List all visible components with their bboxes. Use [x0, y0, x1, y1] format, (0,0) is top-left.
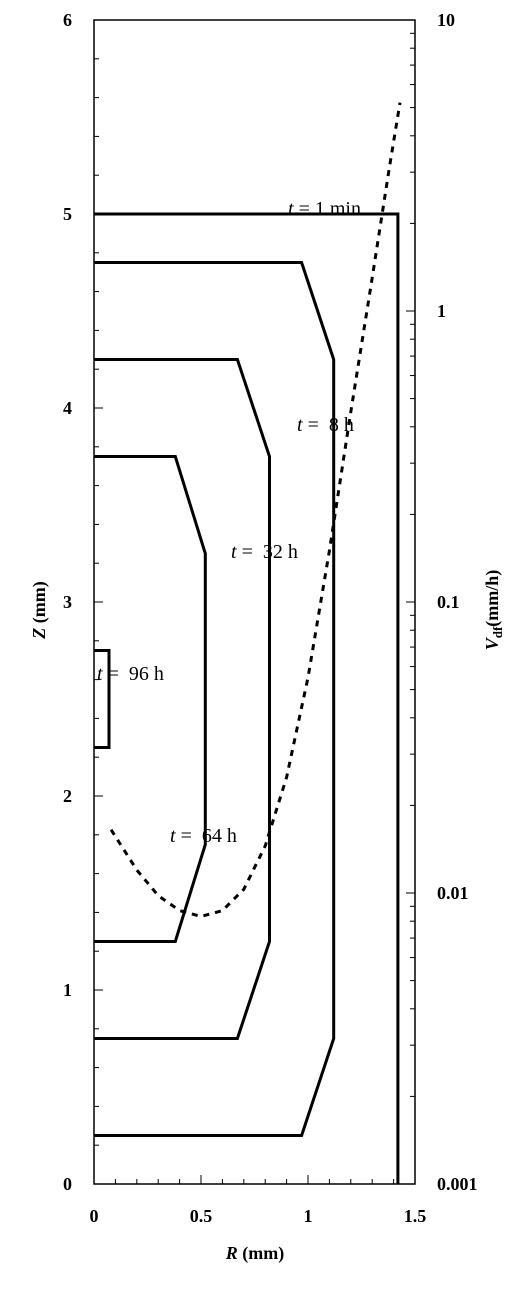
contour-label-32h: t = 32 h — [231, 541, 298, 563]
y2-tick-label: 0.1 — [437, 592, 460, 612]
y-tick-label: 3 — [63, 592, 72, 612]
x-tick-label: 0 — [90, 1206, 99, 1226]
y-tick-label: 5 — [63, 204, 72, 224]
vdf-curve — [109, 102, 402, 919]
contour-label-64h: t = 64 h — [170, 825, 237, 847]
y-tick-label: 4 — [63, 398, 72, 418]
contour-64h — [94, 455, 207, 943]
contour-1min — [94, 212, 400, 1184]
y-tick-label: 2 — [63, 786, 72, 806]
contour-label-96h: t = 96 h — [97, 663, 164, 685]
y-tick-label: 6 — [63, 10, 72, 30]
contour-96h — [94, 649, 111, 749]
tick-labels: 0 1 2 3 4 5 6 0 0.5 1 1.5 0.001 0.01 0.1 1 10 — [63, 10, 478, 1226]
axis-ticks — [93, 19, 416, 1185]
y2-tick-label: 0.001 — [437, 1174, 478, 1194]
contour-32h — [94, 358, 271, 1040]
contour-label-8h: t = 8 h — [297, 414, 354, 436]
contour-lines — [94, 212, 400, 1184]
y2-tick-label: 1 — [437, 301, 446, 321]
y2-tick-label: 10 — [437, 10, 455, 30]
x-axis-title: R (mm) — [225, 1243, 285, 1264]
y-tick-label: 1 — [63, 980, 72, 1000]
y2-tick-label: 0.01 — [437, 883, 469, 903]
vdf-curve-layer — [109, 102, 402, 919]
y-tick-label: 0 — [63, 1174, 72, 1194]
y-axis-title: Z (mm) — [29, 581, 50, 639]
x-tick-label: 1 — [304, 1206, 313, 1226]
x-tick-label: 1.5 — [404, 1206, 427, 1226]
y2-axis-title: Vdf(mm/h) — [482, 570, 505, 651]
plot-frame — [93, 19, 416, 1185]
contour-8h — [94, 261, 336, 1137]
contour-label-1min: t = 1 min — [288, 198, 361, 220]
x-tick-label: 0.5 — [190, 1206, 213, 1226]
